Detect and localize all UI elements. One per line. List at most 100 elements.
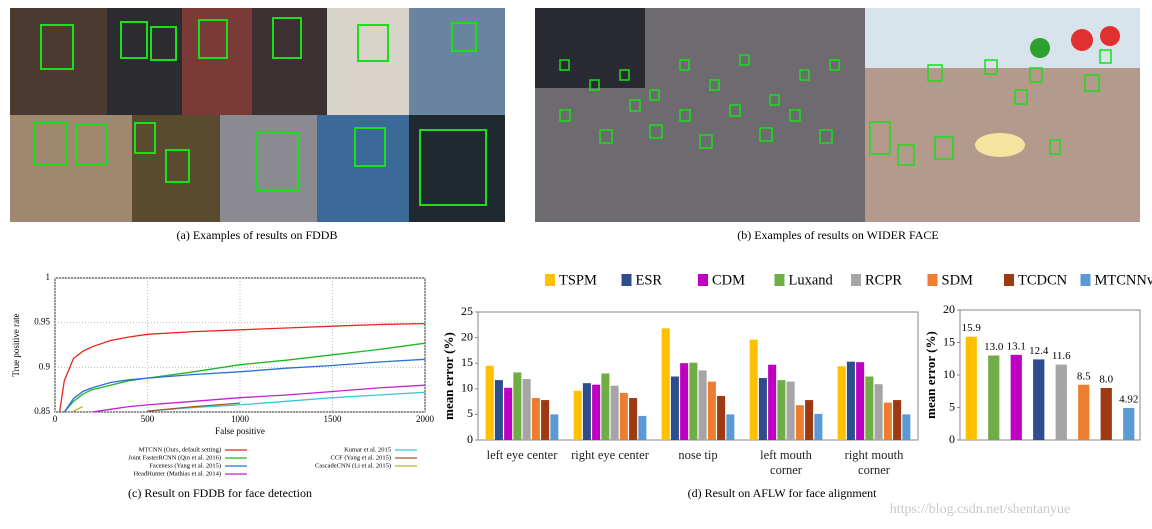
bar <box>768 364 777 440</box>
legend-label: MTCNN (Ours, default setting) <box>139 446 221 453</box>
x-tick-label: 500 <box>141 414 155 424</box>
value-label: 8.0 <box>1099 374 1113 386</box>
series-line <box>63 342 426 413</box>
bar <box>698 370 707 440</box>
series-line <box>147 402 241 412</box>
bar <box>846 361 855 440</box>
y-tick-label: 20 <box>943 302 955 316</box>
bar <box>610 385 619 440</box>
y-tick-label: 0.9 <box>39 361 51 371</box>
plot-frame <box>477 311 919 441</box>
y-tick-label: 1 <box>46 272 51 282</box>
legend-label: TSPM <box>559 272 597 288</box>
x-tick-label: left eye center <box>486 448 558 462</box>
legend-label: TCDCN <box>1018 272 1068 288</box>
series-line <box>147 391 426 412</box>
bar <box>883 402 892 440</box>
y-tick-label: 20 <box>461 329 473 343</box>
bar <box>856 362 865 440</box>
bar <box>689 362 698 440</box>
legend-swatch <box>1004 274 1014 286</box>
bar <box>893 400 902 440</box>
x-tick-label: 1000 <box>231 414 250 424</box>
y-tick-label: 0.95 <box>34 317 50 327</box>
legend-swatch <box>545 274 555 286</box>
bar <box>1078 384 1090 440</box>
y-tick-label: 0 <box>467 432 473 446</box>
bar <box>1055 364 1067 440</box>
legend-label: MTCNNv2 <box>1095 272 1152 288</box>
series-line <box>58 322 426 413</box>
y-tick-label: 25 <box>461 304 473 318</box>
x-tick-label: 0 <box>53 414 58 424</box>
bar <box>638 415 647 440</box>
bar <box>494 380 503 440</box>
bar <box>717 395 726 440</box>
photo-panel-b <box>535 8 1140 222</box>
bar <box>485 365 494 440</box>
bar <box>837 366 846 440</box>
bar <box>592 384 601 440</box>
bar <box>795 405 804 440</box>
bar <box>786 381 795 440</box>
legend-label: Luxand <box>789 272 834 288</box>
legend-swatch <box>698 274 708 286</box>
bar <box>749 339 758 440</box>
legend-swatch <box>851 274 861 286</box>
legend-swatch <box>1080 274 1091 286</box>
bar <box>758 378 767 440</box>
y-tick-label: 15 <box>943 334 955 348</box>
bar <box>582 383 591 440</box>
x-tick-label: left mouth corner <box>760 448 812 477</box>
bar <box>902 414 911 440</box>
bar <box>670 376 679 440</box>
bar <box>814 413 823 440</box>
value-label: 11.6 <box>1052 350 1071 362</box>
value-label: 13.1 <box>1007 340 1026 352</box>
bar <box>513 372 522 440</box>
legend-swatch <box>621 274 632 286</box>
bar <box>550 414 559 440</box>
bar <box>601 373 610 440</box>
x-tick-label: 2000 <box>416 414 435 424</box>
value-label: 12.4 <box>1029 345 1049 357</box>
watermark: https://blog.csdn.net/shentanyue <box>890 502 1070 517</box>
bar <box>805 400 814 440</box>
caption: (c) Result on FDDB for face detection <box>128 486 312 500</box>
y-tick-label: 10 <box>461 381 473 395</box>
bar <box>541 400 550 440</box>
legend-label: Faceness (Yang et al. 2015) <box>149 462 221 469</box>
value-label: 13.0 <box>984 341 1004 353</box>
y-tick-label: 5 <box>949 399 955 413</box>
bar <box>1123 408 1135 440</box>
legend-label: Kumar et al. 2015 <box>344 446 391 453</box>
x-axis-label: False positive <box>215 426 265 436</box>
bar <box>1010 354 1022 440</box>
caption: (a) Examples of results on FDDB <box>177 228 338 242</box>
series-line <box>91 384 426 413</box>
legend-label: HeadHunter (Mathias et al. 2014) <box>133 470 221 477</box>
value-label: 15.9 <box>962 322 982 334</box>
bar <box>1033 359 1045 440</box>
bar <box>874 384 883 440</box>
y-tick-label: 0 <box>949 432 955 446</box>
bar <box>726 414 735 440</box>
legend-label: CDM <box>712 272 745 288</box>
bar <box>661 328 670 440</box>
bar <box>777 380 786 440</box>
caption: (b) Examples of results on WIDER FACE <box>737 228 939 242</box>
y-axis-label: True positive rate <box>11 313 21 376</box>
legend-label: SDM <box>942 272 974 288</box>
y-axis-label: mean error (%) <box>923 331 938 419</box>
bar <box>522 379 531 440</box>
x-tick-label: right mouth corner <box>844 448 904 477</box>
value-label: 4.92 <box>1119 394 1138 406</box>
y-tick-label: 15 <box>461 355 473 369</box>
y-tick-label: 10 <box>943 367 955 381</box>
bar <box>573 390 582 440</box>
series-line <box>73 406 84 412</box>
legend-label: ESR <box>636 272 663 288</box>
x-tick-label: nose tip <box>678 448 718 462</box>
